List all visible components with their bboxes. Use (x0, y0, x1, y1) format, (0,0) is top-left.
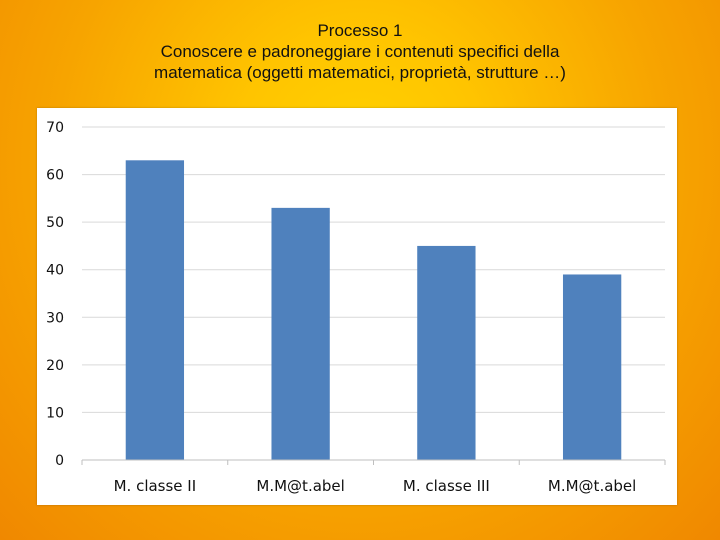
y-tick-label: 50 (46, 215, 64, 231)
bar (562, 274, 622, 460)
bar (417, 245, 476, 460)
x-axis-tick-labels: M. classe II M.M@t.abel M. classe III M.M@t… (114, 477, 637, 495)
x-axis (81, 459, 666, 465)
y-tick-label: 60 (46, 168, 64, 184)
title-line-2: Conoscere e padroneggiare i contenuti sp… (160, 42, 560, 61)
bar (125, 160, 185, 461)
y-tick-label: 40 (46, 263, 64, 279)
title-line-3: matematica (oggetti matematici, propriet… (154, 63, 566, 82)
y-tick-label: 70 (46, 120, 64, 136)
y-tick-label: 10 (46, 405, 64, 421)
chart-panel: 0 10 20 30 40 50 60 70 M. classe II M.M@t.abel M.… (37, 108, 677, 505)
slide-title: Processo 1 Conoscere e padroneggiare i c… (60, 20, 660, 83)
y-tick-label: 30 (46, 310, 64, 326)
bars (125, 160, 622, 461)
y-tick-label: 0 (55, 453, 64, 469)
x-tick-label: M.M@t.abel (256, 477, 344, 495)
y-tick-label: 20 (46, 358, 64, 374)
x-tick-label: M.M@t.abel (548, 477, 636, 495)
y-axis-tick-labels: 0 10 20 30 40 50 60 70 (46, 120, 64, 469)
bar (271, 207, 330, 460)
x-tick-label: M. classe II (114, 477, 197, 495)
title-line-1: Processo 1 (317, 21, 403, 40)
x-tick-label: M. classe III (403, 477, 490, 495)
